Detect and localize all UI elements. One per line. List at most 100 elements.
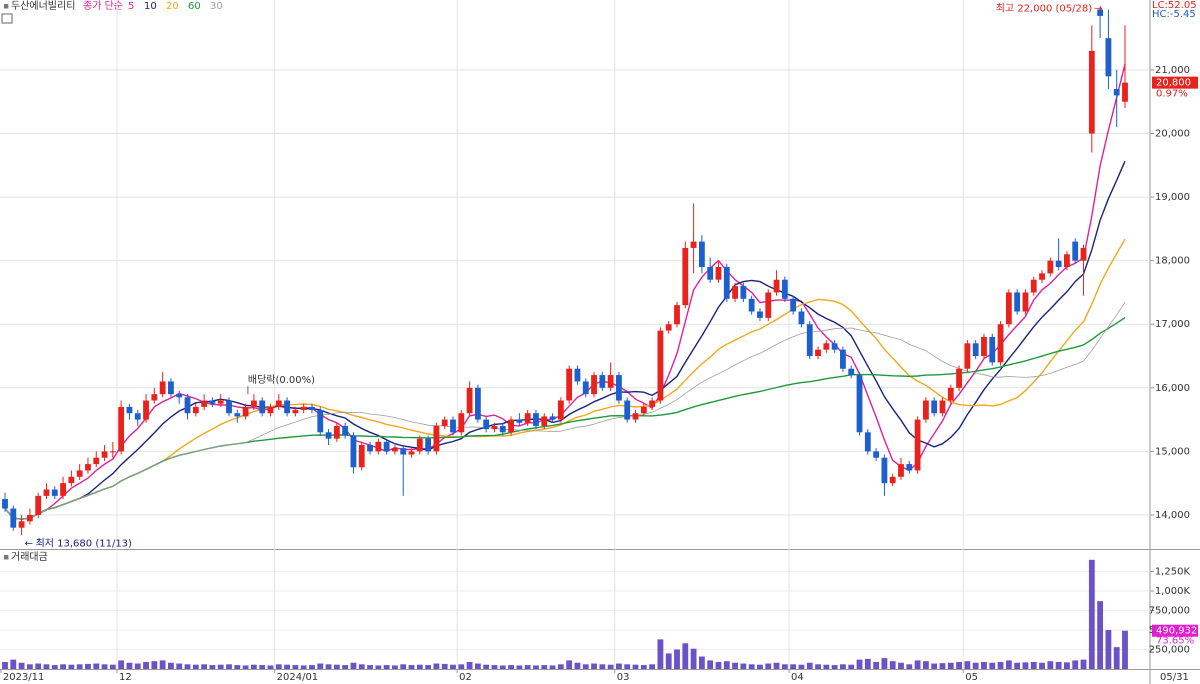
volume-bar <box>60 664 66 669</box>
y-tick-label: 18,000 <box>1155 256 1190 267</box>
volume-bar <box>657 639 664 669</box>
candle-body <box>591 375 597 395</box>
candle-body <box>192 406 199 414</box>
candle-body <box>309 406 315 411</box>
candle-body <box>474 387 481 420</box>
volume-bar <box>367 665 373 669</box>
candle-body <box>18 521 25 528</box>
candle-body <box>400 448 407 455</box>
volume-bar <box>51 665 58 669</box>
x-tick-label: 03 <box>617 672 630 683</box>
candle-body <box>483 419 490 430</box>
candle-body <box>698 241 705 268</box>
candle-body <box>997 324 1004 363</box>
last-price-box <box>1152 76 1198 89</box>
candle-body <box>51 489 58 496</box>
volume-bar <box>798 664 805 669</box>
candle-body <box>499 425 506 433</box>
volume-bar <box>209 665 216 669</box>
candle-body <box>10 508 17 528</box>
candle-body <box>408 451 415 455</box>
volume-bar <box>773 662 780 669</box>
candle-body <box>1039 273 1045 280</box>
candle-body <box>292 410 299 414</box>
volume-bar <box>682 643 689 669</box>
volume-bar <box>168 662 174 669</box>
volume-bar <box>201 664 208 669</box>
volume-bar <box>1055 661 1062 669</box>
candle-body <box>732 286 738 299</box>
volume-bar <box>408 665 415 669</box>
candle-body <box>209 400 216 404</box>
volume-bar <box>118 660 125 669</box>
volume-bar <box>723 661 730 669</box>
last-price: 20,800 <box>1156 78 1191 89</box>
high-note: 최고 22,000 (05/28) <box>996 2 1092 14</box>
candle-body <box>383 441 390 452</box>
volume-bar <box>333 664 340 669</box>
candle-body <box>151 394 158 401</box>
candle-body <box>1064 254 1070 268</box>
volume-bar <box>109 664 116 669</box>
candle-body <box>1047 260 1054 274</box>
volume-bar <box>275 664 282 669</box>
volume-bar <box>350 662 357 669</box>
volume-bar <box>906 664 913 669</box>
x-tick-label: 05 <box>965 672 978 683</box>
volume-bar <box>483 664 490 669</box>
candle-body <box>234 413 241 417</box>
volume-bar <box>425 665 432 669</box>
candle-body <box>1088 50 1095 134</box>
pane-icon[interactable] <box>1 13 13 24</box>
candle-body <box>458 413 465 433</box>
x-tick-label: 2023/11 <box>3 672 45 683</box>
volume-bar <box>665 653 672 669</box>
x-tick-label: 02 <box>459 672 472 683</box>
y-tick-label: 17,000 <box>1155 319 1190 330</box>
low-note: 최저 13,680 (11/13) <box>36 537 132 549</box>
volume-bar <box>400 664 407 669</box>
candle-body <box>201 400 208 407</box>
volume-bar <box>840 664 846 669</box>
volume-bar <box>10 659 17 669</box>
volume-bar <box>192 664 199 669</box>
volume-bar <box>101 664 108 669</box>
volume-bar <box>1080 659 1087 669</box>
volume-bar <box>640 665 647 669</box>
candle-body <box>76 470 83 477</box>
volume-bar <box>292 665 299 669</box>
candle-body <box>134 413 141 420</box>
last-volume: 490,932 <box>1156 626 1197 637</box>
candle-body <box>317 410 324 433</box>
candle-body <box>259 400 266 414</box>
volume-bar <box>284 664 290 669</box>
volume-bar <box>856 659 863 669</box>
y-tick-label: 14,000 <box>1155 510 1190 521</box>
volume-tick-label: 250,000 <box>1149 645 1190 656</box>
y-tick-label: 15,000 <box>1155 446 1190 457</box>
volume-bar <box>375 665 382 669</box>
candle-body <box>1030 279 1037 293</box>
volume-bar <box>35 663 42 669</box>
volume-bar <box>649 664 656 669</box>
volume-bar <box>574 662 581 669</box>
candle-body <box>1122 82 1128 102</box>
candle-body <box>450 419 456 433</box>
legend-entry: 60 <box>188 1 201 12</box>
candle-body <box>632 413 639 420</box>
volume-bar <box>873 661 880 669</box>
volume-bar <box>474 663 481 669</box>
candle-body <box>1014 292 1021 312</box>
candle-body <box>358 445 365 468</box>
candle-body <box>1097 9 1104 16</box>
candle-body <box>533 413 539 426</box>
candle-body <box>60 483 66 496</box>
candle-body <box>43 489 50 496</box>
y-tick-label: 20,000 <box>1155 129 1190 140</box>
volume-bar <box>2 661 8 669</box>
volume-bar <box>922 661 929 669</box>
volume-tick-label: 1,000K <box>1155 586 1191 597</box>
candle-body <box>35 495 42 515</box>
volume-bar <box>707 660 714 669</box>
volume-bar <box>433 663 440 669</box>
